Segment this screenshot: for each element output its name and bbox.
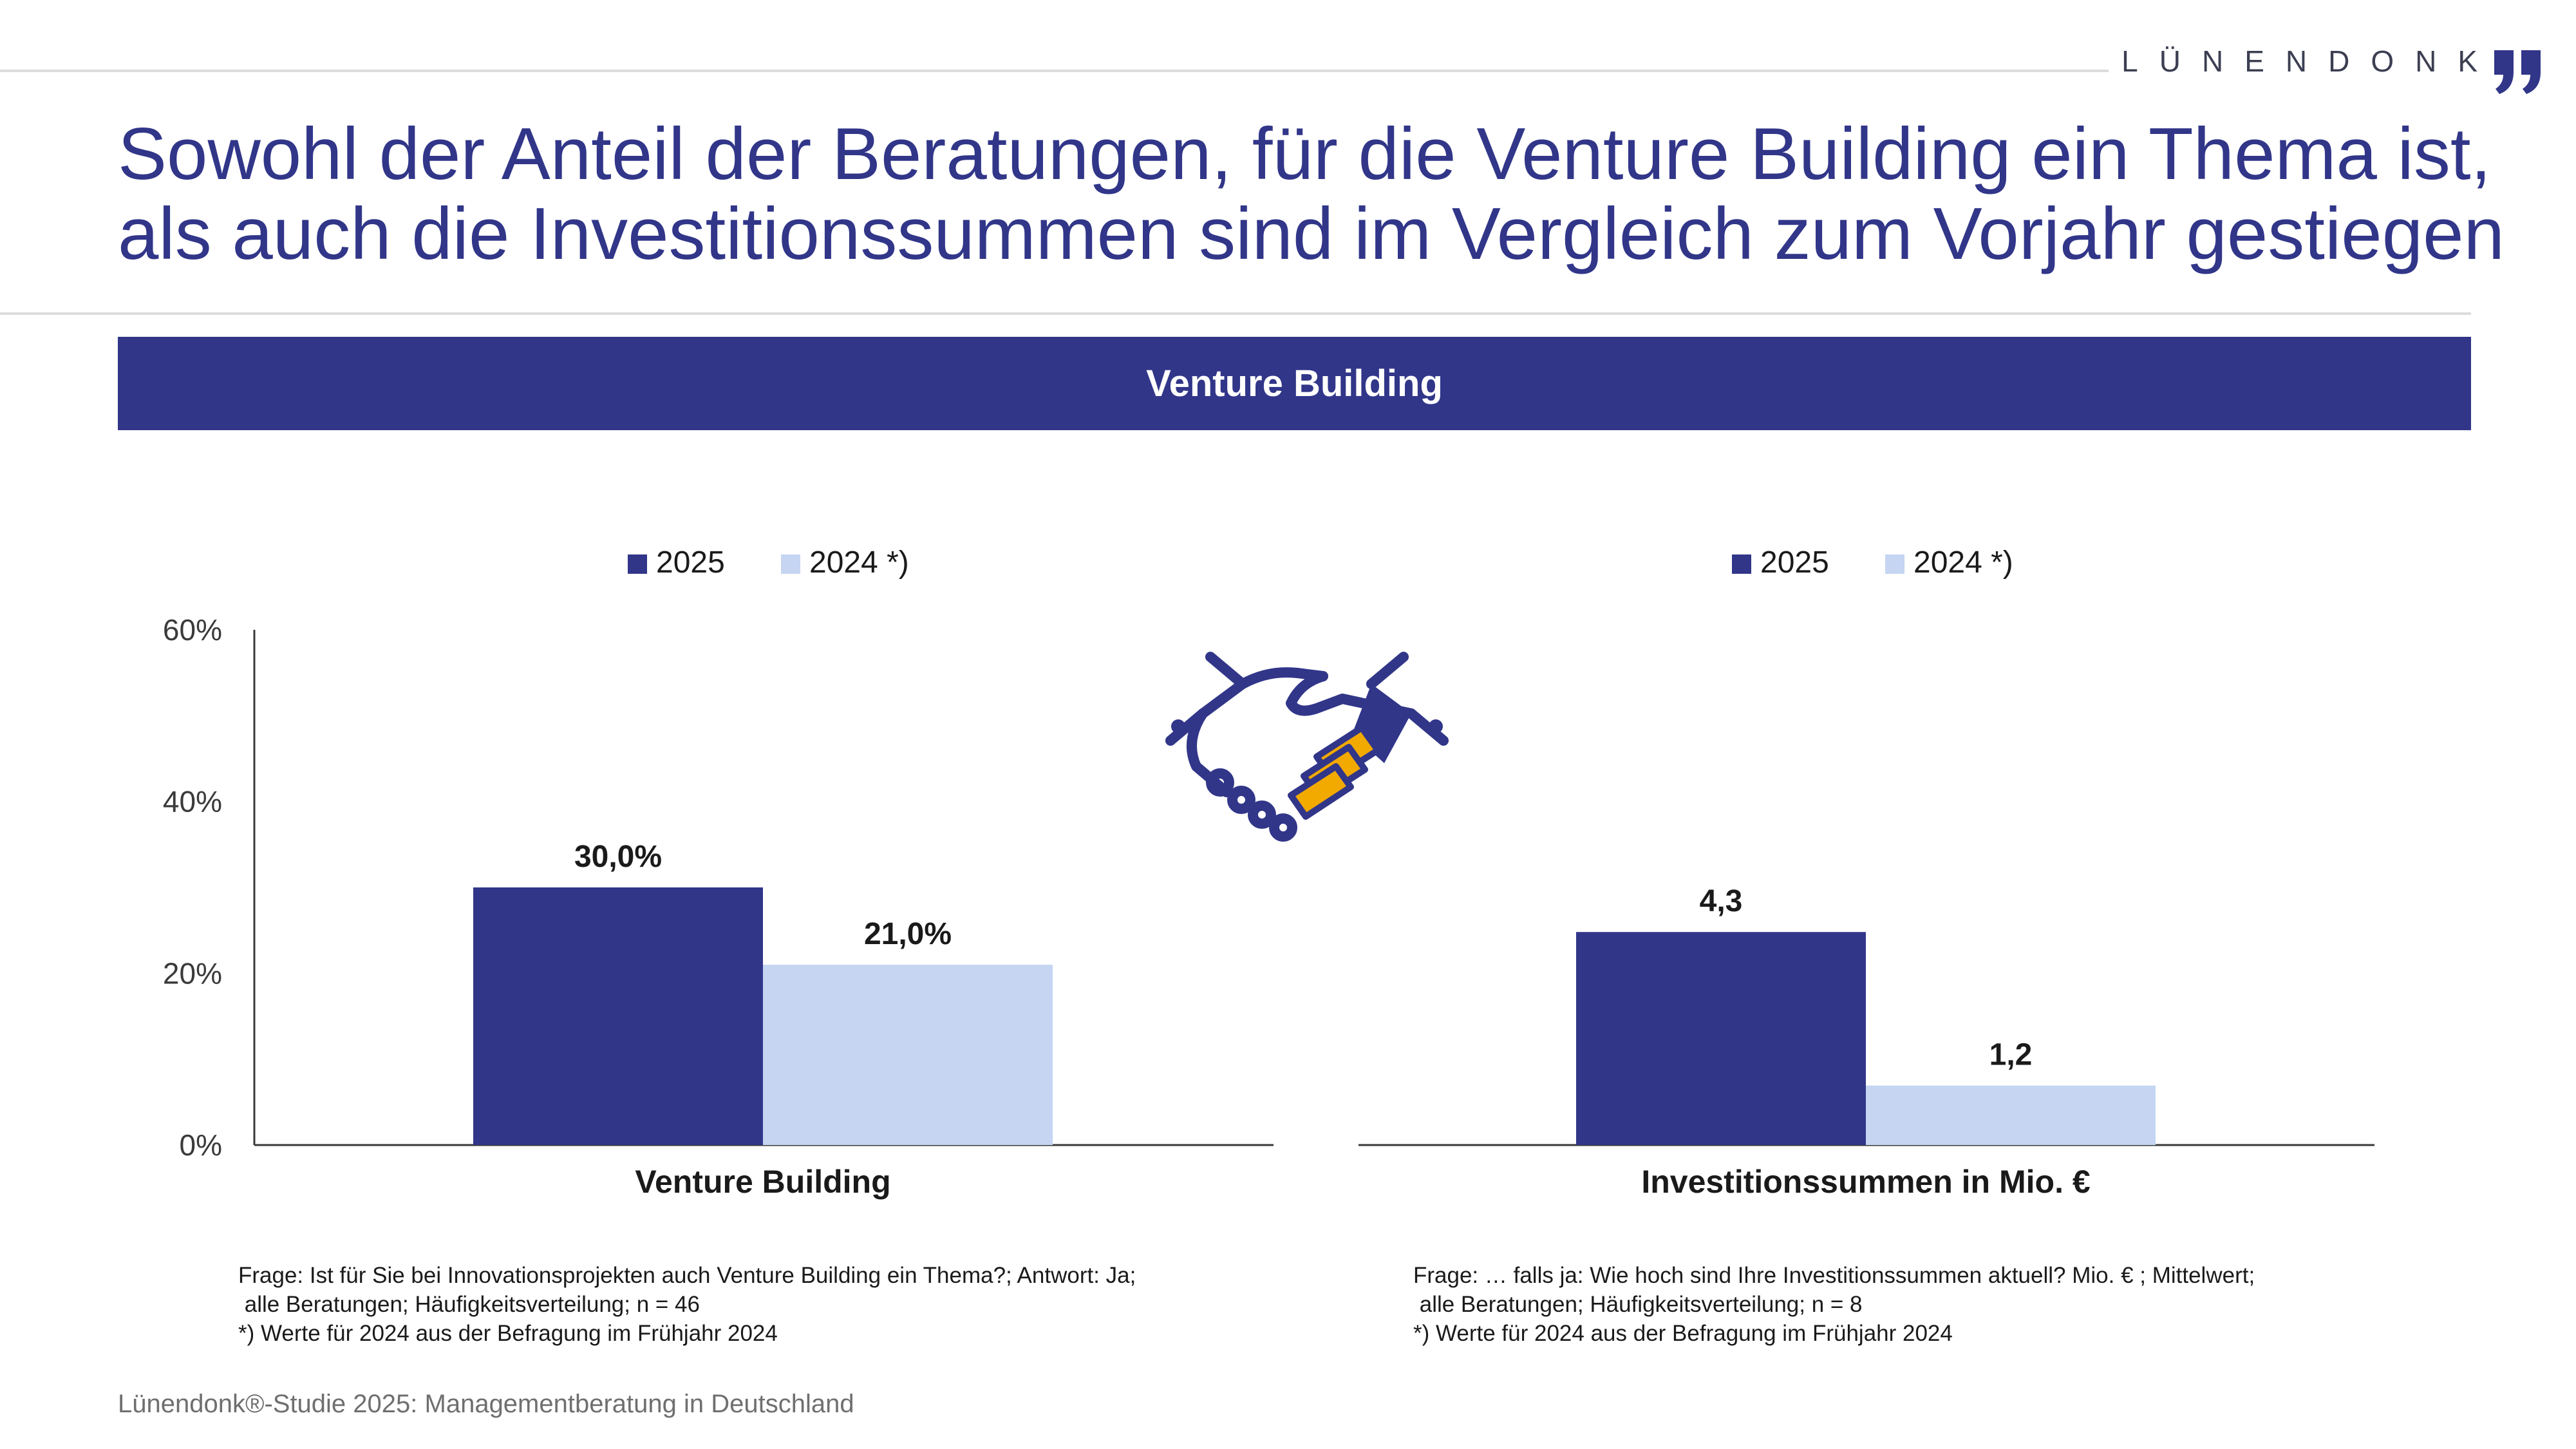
legend-label-2: 2024 *) [1913,545,2013,580]
x-axis-label: Investitionssummen in Mio. € [1641,1164,2090,1200]
data-label: 4,3 [1700,884,1743,918]
y-tick-label: 20% [163,956,222,990]
quote-mark-icon [2494,50,2541,94]
data-label: 30,0% [574,840,662,874]
data-label: 1,2 [1989,1038,2033,1072]
legend-swatch-1 [628,554,647,574]
y-tick-label: 60% [163,613,222,647]
footnote-right: Frage: … falls ja: Wie hoch sind Ihre In… [1413,1263,2255,1346]
legend-swatch-1 [1732,554,1751,574]
page-title: Sowohl der Anteil der Beratungen, für di… [118,113,2505,275]
y-tick-label: 0% [180,1128,222,1162]
title-divider [0,312,2471,315]
section-banner: Venture Building [118,337,2471,430]
data-label: 21,0% [864,917,952,951]
source-text: Lünendonk®-Studie 2025: Managementberatu… [118,1390,854,1418]
legend-label-2: 2024 *) [809,545,909,580]
x-axis-label: Venture Building [635,1164,890,1200]
bar-2024 [1866,1085,2156,1145]
brand-logo-text: LÜNENDONK [2121,44,2499,78]
legend-label-1: 2025 [656,545,725,580]
y-tick-label: 40% [163,785,222,819]
legend-swatch-2 [1885,554,1904,574]
section-banner-label: Venture Building [1146,363,1443,404]
page-title-line-2: als auch die Investitionssummen sind im … [118,193,2505,275]
bar-2025 [473,887,763,1145]
page-title-line-1: Sowohl der Anteil der Beratungen, für di… [118,113,2492,195]
footnote-left: Frage: Ist für Sie bei Innovationsprojek… [238,1263,1136,1346]
top-divider [0,70,2109,72]
bar-2025 [1576,932,1866,1145]
legend-swatch-2 [781,554,800,574]
bar-2024 [763,965,1053,1145]
legend-label-1: 2025 [1760,545,1829,580]
handshake-icon [1165,652,1449,842]
